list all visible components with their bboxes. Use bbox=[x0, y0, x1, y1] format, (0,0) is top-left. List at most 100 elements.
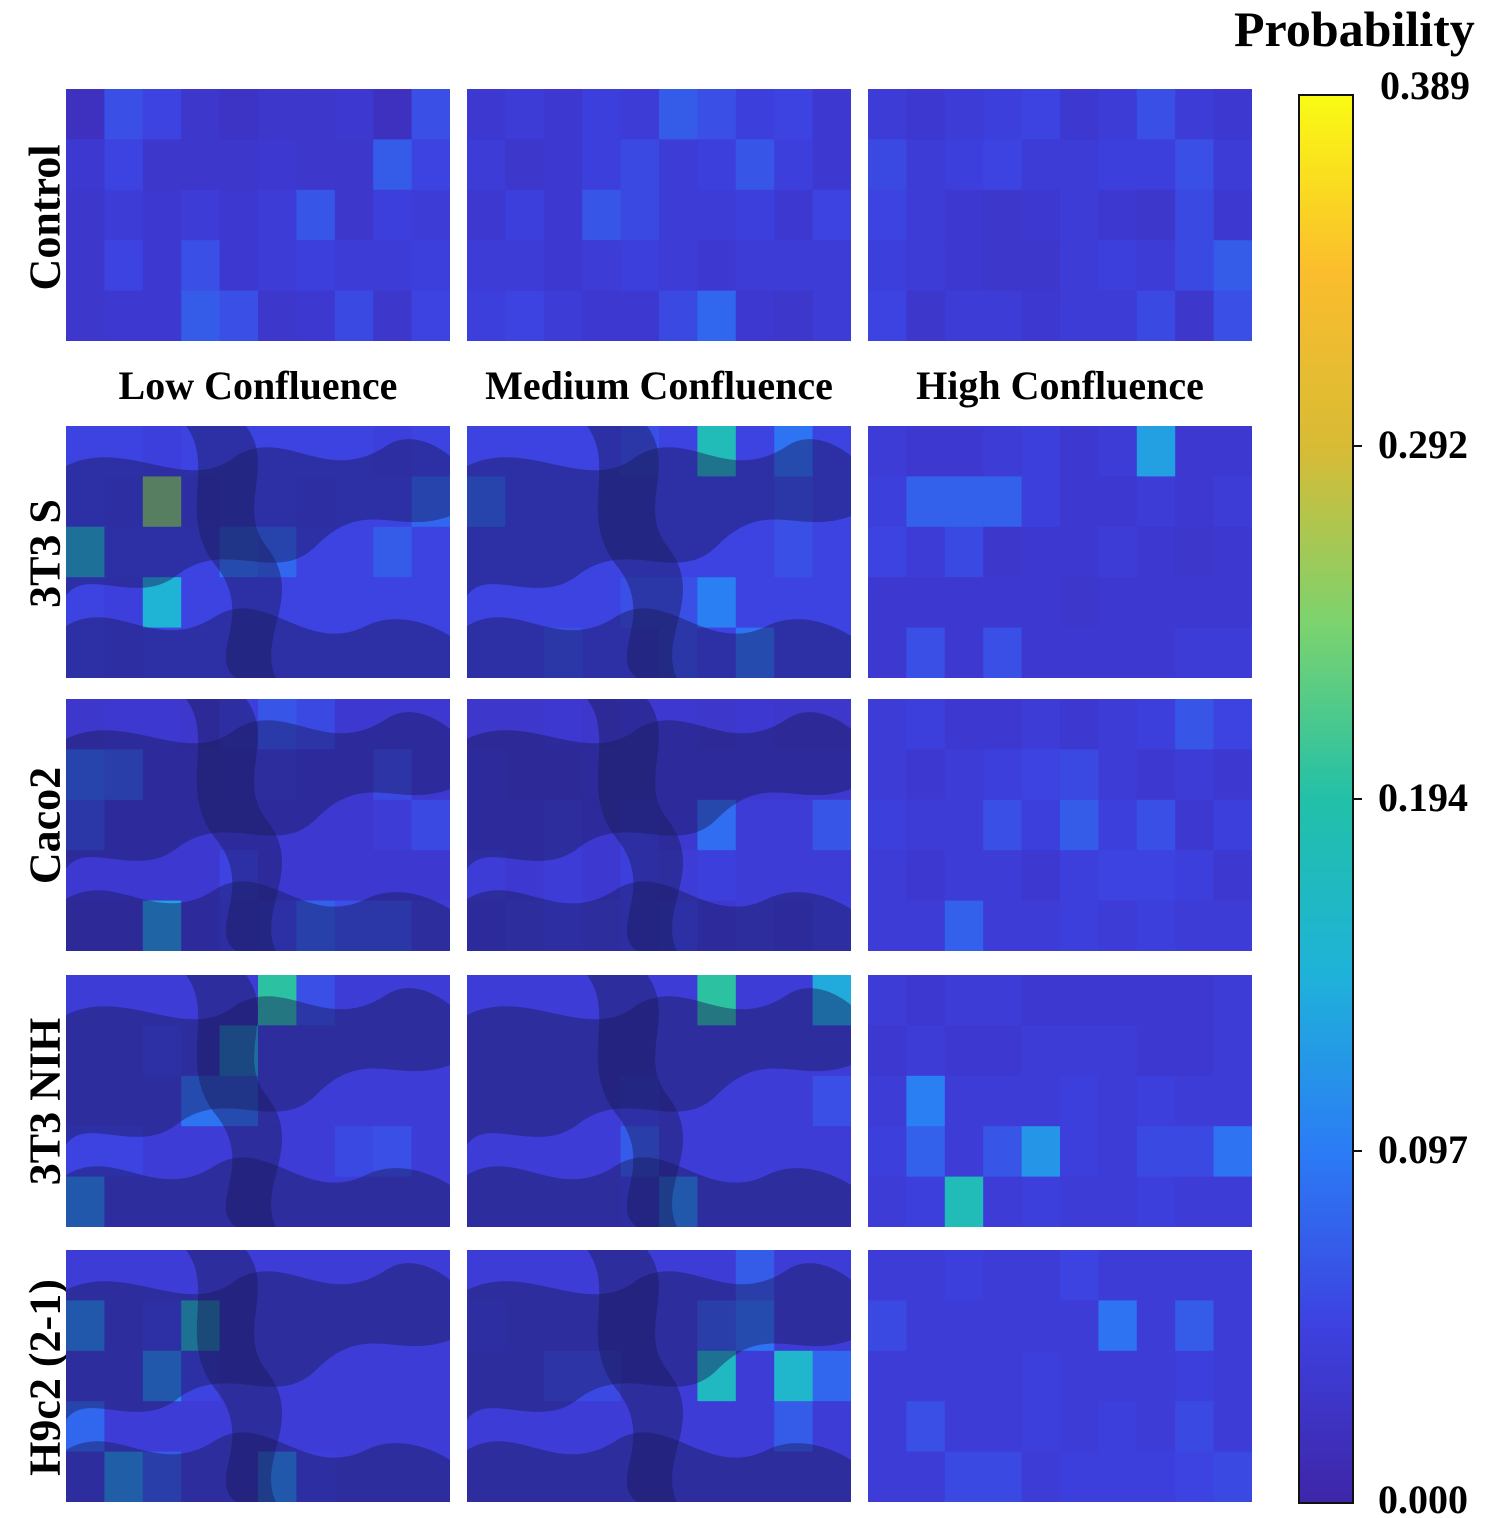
heatmap-cell bbox=[1021, 1451, 1061, 1502]
heatmap-cell bbox=[697, 1126, 737, 1178]
heatmap-cell bbox=[334, 1126, 374, 1178]
heatmap-cell bbox=[735, 476, 775, 528]
heatmap-cell bbox=[181, 1025, 221, 1077]
heatmap-cell bbox=[258, 577, 297, 629]
colorbar-tick-label: 0.194 bbox=[1378, 775, 1468, 820]
heatmap-cell bbox=[505, 290, 545, 341]
heatmap-cell bbox=[774, 1401, 814, 1453]
heatmap-cell bbox=[296, 1075, 336, 1127]
heatmap-cell bbox=[812, 1350, 851, 1402]
heatmap-cell bbox=[104, 699, 144, 750]
heatmap-panel bbox=[467, 426, 851, 678]
cell-overlay-shape bbox=[467, 1157, 851, 1227]
heatmap-cell bbox=[543, 699, 583, 750]
heatmap-cell bbox=[906, 476, 946, 528]
heatmap-cell bbox=[1175, 577, 1215, 629]
heatmap-cell bbox=[505, 1350, 545, 1402]
heatmap-cell bbox=[582, 189, 622, 241]
heatmap-cell bbox=[142, 850, 182, 902]
heatmap-cell bbox=[983, 699, 1023, 750]
heatmap-cell bbox=[411, 1300, 450, 1352]
heatmap-cell bbox=[411, 89, 450, 140]
heatmap-cell bbox=[411, 1176, 450, 1227]
heatmap-cell bbox=[906, 749, 946, 801]
cell-overlay-shape bbox=[66, 881, 450, 951]
cell-overlay-shape bbox=[587, 699, 684, 951]
heatmap-cell bbox=[104, 975, 144, 1026]
heatmap-cell bbox=[258, 699, 297, 750]
heatmap-cell bbox=[467, 799, 506, 851]
heatmap-cell bbox=[467, 89, 506, 140]
heatmap-cell bbox=[1060, 526, 1099, 578]
heatmap-cell bbox=[1021, 476, 1061, 528]
heatmap-cell bbox=[219, 1126, 259, 1178]
heatmap-cell bbox=[467, 290, 506, 341]
heatmap-svg bbox=[467, 426, 851, 678]
heatmap-cell bbox=[258, 900, 297, 951]
heatmap-cell bbox=[411, 1451, 450, 1502]
heatmap-cell bbox=[142, 749, 182, 801]
heatmap-cell bbox=[868, 900, 907, 951]
heatmap-cell bbox=[659, 900, 698, 951]
heatmap-cell bbox=[906, 240, 946, 292]
heatmap-cell bbox=[582, 850, 622, 902]
heatmap-cell bbox=[296, 900, 336, 951]
heatmap-cell bbox=[812, 850, 851, 902]
heatmap-cell bbox=[142, 89, 182, 140]
heatmap-cell bbox=[1021, 89, 1061, 140]
heatmap-cell bbox=[467, 975, 506, 1026]
heatmap-cell bbox=[505, 577, 545, 629]
heatmap-cell bbox=[104, 89, 144, 140]
heatmap-cell bbox=[944, 1401, 984, 1453]
heatmap-cell bbox=[944, 526, 984, 578]
heatmap-cell bbox=[543, 1451, 583, 1502]
heatmap-cell bbox=[142, 1176, 182, 1227]
heatmap-cell bbox=[1213, 799, 1252, 851]
heatmap-cell bbox=[1021, 577, 1061, 629]
heatmap-cell bbox=[1021, 699, 1061, 750]
row-label-3t3-s: 3T3 S bbox=[20, 499, 70, 608]
heatmap-cell bbox=[582, 139, 622, 191]
heatmap-cell bbox=[411, 476, 450, 528]
heatmap-cell bbox=[142, 189, 182, 241]
heatmap-svg bbox=[467, 89, 851, 341]
heatmap-cell bbox=[334, 89, 374, 140]
heatmap-cell bbox=[142, 699, 182, 750]
heatmap-cell bbox=[697, 627, 737, 678]
heatmap-cell bbox=[334, 1401, 374, 1453]
heatmap-cell bbox=[735, 850, 775, 902]
heatmap-cell bbox=[983, 240, 1023, 292]
heatmap-cell bbox=[258, 1250, 297, 1301]
heatmap-cell bbox=[296, 189, 336, 241]
heatmap-cell bbox=[181, 1451, 221, 1502]
heatmap-cell bbox=[1175, 1350, 1215, 1402]
heatmap-cell bbox=[219, 749, 259, 801]
heatmap-cell bbox=[467, 526, 506, 578]
heatmap-cell bbox=[66, 1075, 105, 1127]
heatmap-cell bbox=[983, 476, 1023, 528]
heatmap-cell bbox=[983, 426, 1023, 477]
heatmap-cell bbox=[1060, 1176, 1099, 1227]
heatmap-panel bbox=[467, 975, 851, 1227]
heatmap-cell bbox=[1175, 526, 1215, 578]
heatmap-cell bbox=[373, 189, 413, 241]
heatmap-cell bbox=[620, 476, 660, 528]
row-label-control: Control bbox=[20, 144, 70, 291]
heatmap-cell bbox=[104, 139, 144, 191]
heatmap-cell bbox=[1021, 290, 1061, 341]
heatmap-cell bbox=[467, 627, 506, 678]
heatmap-svg bbox=[868, 699, 1252, 951]
heatmap-cell bbox=[181, 799, 221, 851]
heatmap-cell bbox=[944, 1250, 984, 1301]
heatmap-cell bbox=[812, 799, 851, 851]
heatmap-cell bbox=[467, 1025, 506, 1077]
heatmap-cell bbox=[868, 139, 907, 191]
heatmap-cell bbox=[620, 699, 660, 750]
heatmap-cell bbox=[142, 900, 182, 951]
heatmap-cell bbox=[1098, 1176, 1138, 1227]
heatmap-cell bbox=[1175, 900, 1215, 951]
heatmap-cell bbox=[1060, 749, 1099, 801]
heatmap-cell bbox=[868, 749, 907, 801]
heatmap-cell bbox=[659, 1126, 698, 1178]
heatmap-cell bbox=[1021, 1401, 1061, 1453]
